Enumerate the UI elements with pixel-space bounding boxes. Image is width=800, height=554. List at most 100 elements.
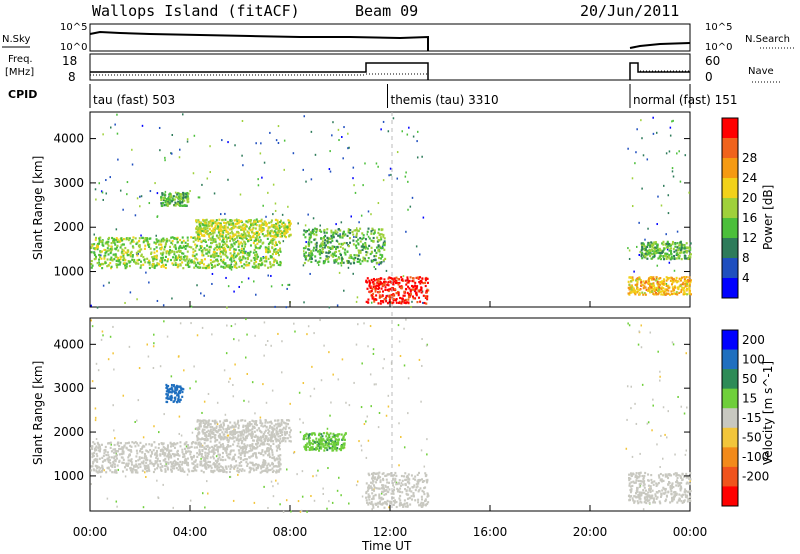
echo-cell xyxy=(221,469,224,472)
echo-cell xyxy=(217,246,220,250)
echo-cell xyxy=(310,241,313,244)
echo-cell xyxy=(199,463,202,466)
echo-cell xyxy=(229,235,232,238)
echo-cell xyxy=(685,289,688,292)
echo-cell xyxy=(271,235,274,238)
echo-cell xyxy=(665,152,668,155)
echo-cell xyxy=(107,457,110,460)
echo-cell xyxy=(99,236,102,239)
echo-cell xyxy=(227,221,230,224)
echo-cell xyxy=(155,246,158,249)
echo-cell xyxy=(228,266,231,269)
echo-cell xyxy=(305,254,308,258)
echo-cell xyxy=(173,459,176,462)
echo-cell xyxy=(234,233,237,236)
echo-cell xyxy=(643,282,646,285)
echo-cell xyxy=(101,330,104,333)
echo-cell xyxy=(110,242,113,245)
echo-cell xyxy=(267,428,270,431)
echo-cell xyxy=(666,246,669,249)
echo-cell xyxy=(91,325,94,328)
echo-cell xyxy=(91,465,94,468)
echo-cell xyxy=(234,363,236,366)
echo-cell xyxy=(242,164,244,167)
echo-cell xyxy=(98,457,101,460)
echo-cell xyxy=(148,261,151,264)
echo-cell xyxy=(343,126,345,129)
echo-cell xyxy=(407,281,410,284)
echo-cell xyxy=(172,506,174,509)
echo-cell xyxy=(170,465,173,468)
echo-cell xyxy=(152,258,155,262)
noise-scale-top-left: 10^5 xyxy=(60,22,87,33)
echo-cell xyxy=(209,425,212,429)
echo-cell xyxy=(407,377,410,380)
echo-cell xyxy=(411,196,414,199)
echo-cell xyxy=(214,238,217,241)
echo-cell xyxy=(213,252,216,256)
freq-label: Freq. xyxy=(8,54,33,65)
echo-cell xyxy=(184,458,187,461)
echo-cell xyxy=(653,248,656,251)
echo-cell xyxy=(114,451,117,454)
echo-cell xyxy=(275,243,278,246)
echo-cell xyxy=(164,255,167,258)
echo-cell xyxy=(169,395,172,398)
echo-cell xyxy=(679,180,682,183)
echo-cell xyxy=(110,450,113,453)
echo-cell xyxy=(663,282,666,285)
echo-cell xyxy=(358,440,360,443)
echo-cell xyxy=(378,263,380,266)
echo-cell xyxy=(284,225,287,228)
echo-cell xyxy=(383,281,386,284)
echo-cell xyxy=(138,237,141,240)
echo-cell xyxy=(174,247,177,250)
echo-cell xyxy=(388,503,391,506)
echo-cell xyxy=(392,297,395,301)
echo-cell xyxy=(268,249,271,252)
echo-cell xyxy=(328,306,331,309)
echo-cell xyxy=(362,258,365,261)
echo-cell xyxy=(171,262,174,265)
echo-cell xyxy=(195,427,198,430)
echo-cell xyxy=(178,256,181,259)
echo-cell xyxy=(275,222,278,226)
echo-cell xyxy=(218,225,221,229)
echo-cell xyxy=(340,264,343,267)
echo-cell xyxy=(265,343,267,346)
echo-cell xyxy=(154,264,157,267)
echo-cell xyxy=(630,291,633,294)
echo-cell xyxy=(234,255,237,259)
echo-cell xyxy=(386,288,389,291)
echo-cell xyxy=(241,245,244,248)
echo-cell xyxy=(353,229,356,232)
echo-cell xyxy=(203,294,205,297)
echo-cell xyxy=(234,423,237,426)
echo-cell xyxy=(383,283,386,286)
echo-cell xyxy=(215,430,218,433)
echo-cell xyxy=(302,421,304,424)
echo-cell xyxy=(148,263,151,266)
echo-cell xyxy=(106,451,109,454)
echo-cell xyxy=(373,282,376,285)
echo-cell xyxy=(244,228,247,231)
echo-cell xyxy=(177,263,180,266)
echo-cell xyxy=(368,244,371,247)
echo-cell xyxy=(273,244,276,247)
echo-cell xyxy=(276,431,279,434)
echo-cell xyxy=(270,219,273,222)
echo-cell xyxy=(424,279,427,282)
echo-cell xyxy=(189,453,192,456)
echo-cell xyxy=(101,464,104,467)
echo-cell xyxy=(304,255,307,259)
echo-cell xyxy=(91,244,94,247)
echo-cell xyxy=(403,327,405,330)
echo-cell xyxy=(379,257,382,260)
echo-cell xyxy=(280,225,283,228)
echo-cell xyxy=(201,251,204,254)
echo-cell xyxy=(330,442,333,446)
echo-cell xyxy=(305,432,308,435)
echo-cell xyxy=(422,294,425,297)
echo-cell xyxy=(224,419,227,423)
echo-cell xyxy=(247,219,250,222)
